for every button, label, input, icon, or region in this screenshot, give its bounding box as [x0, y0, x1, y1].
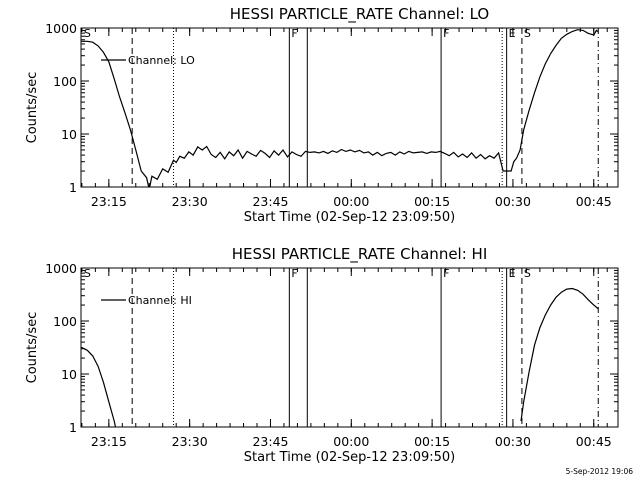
- x-tick-label: 00:45: [576, 434, 612, 449]
- plot-timestamp: 5-Sep-2012 19:06: [566, 467, 634, 476]
- y-tick-label: 10: [61, 367, 77, 382]
- x-axis-label: Start Time (02-Sep-12 23:09:50): [244, 450, 455, 465]
- event-marker-label: F: [443, 267, 449, 280]
- y-tick-label: 1: [69, 420, 77, 435]
- y-tick-label: 1000: [45, 21, 77, 36]
- series-line: [81, 29, 599, 187]
- event-marker-label: F: [443, 27, 449, 40]
- y-axis-label: Counts/sec: [25, 312, 40, 384]
- x-tick-label: 23:15: [91, 194, 127, 209]
- x-tick-label: 00:15: [414, 434, 450, 449]
- legend-entry: Channel: LO: [128, 54, 195, 67]
- legend-entry: Channel: HI: [128, 294, 192, 307]
- event-marker-label: S: [524, 267, 531, 280]
- chart-title: HESSI PARTICLE_RATE Channel: LO: [230, 5, 489, 24]
- y-tick-label: 100: [53, 314, 77, 329]
- y-tick-label: 1: [69, 180, 77, 195]
- y-tick-label: 100: [53, 74, 77, 89]
- series-line: [520, 287, 599, 422]
- x-tick-label: 00:00: [333, 194, 369, 209]
- x-tick-label: 23:30: [172, 194, 208, 209]
- x-tick-label: 23:45: [252, 194, 288, 209]
- x-tick-label: 00:30: [495, 434, 531, 449]
- event-marker-label: S: [524, 27, 531, 40]
- x-tick-label: 00:30: [495, 194, 531, 209]
- event-marker-label: E: [509, 27, 516, 40]
- y-axis-label: Counts/sec: [25, 72, 40, 144]
- x-tick-label: 23:30: [172, 434, 208, 449]
- chart-title: HESSI PARTICLE_RATE Channel: HI: [232, 245, 488, 264]
- y-tick-label: 10: [61, 127, 77, 142]
- x-tick-label: 00:45: [576, 194, 612, 209]
- event-marker-label: F: [291, 27, 297, 40]
- x-tick-label: 00:15: [414, 194, 450, 209]
- x-tick-label: 00:00: [333, 434, 369, 449]
- plot-frame: [80, 27, 619, 188]
- chart-panel-1: [80, 267, 619, 428]
- chart-panel-0: [80, 27, 619, 188]
- event-marker-label: S: [84, 267, 91, 280]
- y-tick-label: 1000: [45, 261, 77, 276]
- plot-frame: [80, 267, 619, 428]
- event-marker-label: S: [84, 27, 91, 40]
- event-marker-label: F: [291, 267, 297, 280]
- event-marker-label: E: [509, 267, 516, 280]
- x-tick-label: 23:45: [252, 434, 288, 449]
- x-tick-label: 23:15: [91, 434, 127, 449]
- series-line: [81, 346, 117, 427]
- x-axis-label: Start Time (02-Sep-12 23:09:50): [244, 210, 455, 225]
